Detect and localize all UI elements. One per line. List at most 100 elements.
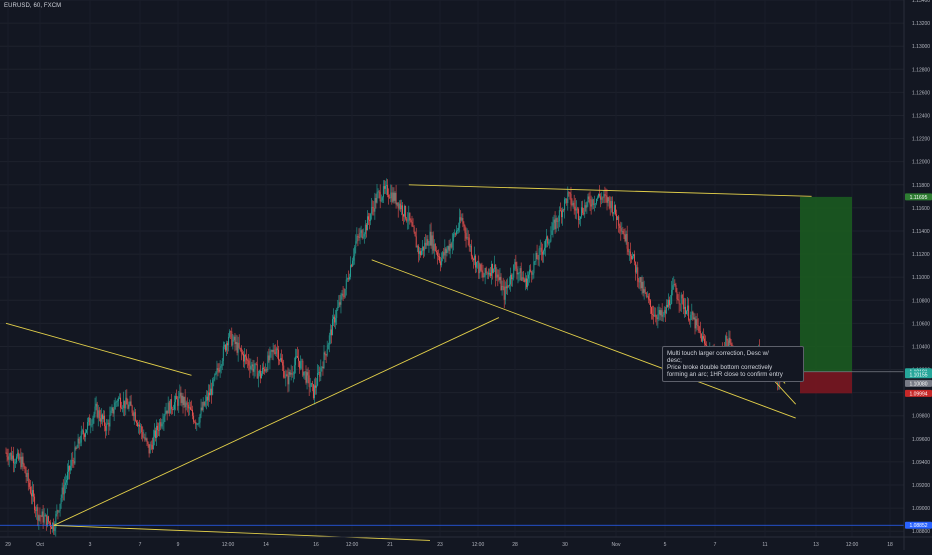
- candle-body: [594, 203, 596, 205]
- candle-body: [237, 342, 239, 353]
- candle-body: [586, 202, 588, 208]
- price-tick-label: 1.09200: [912, 483, 930, 489]
- candle-body: [380, 200, 382, 202]
- candle-body: [679, 303, 681, 305]
- candle-body: [334, 316, 336, 323]
- candle-body: [297, 356, 298, 358]
- candle-body: [507, 285, 509, 287]
- candle-body: [412, 226, 414, 227]
- candle-body: [620, 228, 622, 232]
- candle-body: [44, 514, 46, 517]
- candle-body: [655, 314, 657, 318]
- candle-body: [639, 277, 641, 283]
- candle-body: [568, 192, 570, 193]
- candle-body: [700, 333, 702, 342]
- candle-body: [337, 306, 339, 311]
- candle-body: [466, 237, 468, 239]
- long-position-tool[interactable]: [800, 196, 852, 394]
- candle-body: [527, 278, 528, 288]
- candle-body: [310, 383, 312, 387]
- candle-body: [454, 233, 456, 235]
- candle-body: [352, 260, 354, 267]
- candle-body: [682, 298, 684, 309]
- time-axis[interactable]: 29 Oct 3 7 9 12:00 14 16 12:00 21 23 12:00 28 30 Nov 5 7…: [0, 536, 932, 548]
- candle-body: [223, 345, 225, 347]
- candle-body: [28, 482, 30, 487]
- candle-body: [247, 360, 249, 361]
- candle-body: [565, 198, 567, 200]
- candle-body: [304, 371, 306, 373]
- candle-body: [333, 316, 334, 319]
- candle-body: [611, 201, 613, 214]
- note-line: forming an arc; 1HR close to confirm ent…: [667, 371, 783, 378]
- candle-body: [401, 205, 403, 215]
- candle-body: [106, 423, 108, 431]
- candle-body: [294, 356, 296, 366]
- candle-body: [630, 255, 632, 260]
- candle-body: [687, 305, 689, 311]
- candle-body: [517, 272, 519, 275]
- candle-body: [164, 413, 166, 417]
- candle-body: [241, 352, 243, 354]
- candle-body: [8, 455, 10, 460]
- candle-body: [421, 250, 422, 256]
- price-axis[interactable]: 1.13400 1.13200 1.13000 1.12800 1.12600 1.124…: [903, 0, 932, 550]
- candle-body: [451, 241, 453, 248]
- candle-body: [557, 221, 559, 222]
- candle-body: [39, 515, 41, 517]
- candle-body: [727, 340, 729, 349]
- candle-body: [144, 437, 146, 440]
- candle-body: [230, 331, 232, 332]
- candle-body: [515, 262, 517, 269]
- candle-body: [192, 409, 194, 416]
- candle-body: [370, 213, 372, 221]
- candle-body: [559, 210, 561, 211]
- candle-body: [235, 342, 237, 345]
- candle-body: [188, 407, 190, 409]
- candle-body: [287, 375, 289, 385]
- candle-body: [24, 466, 26, 474]
- candle-body: [68, 465, 69, 472]
- candle-body: [163, 416, 165, 423]
- candle-body: [336, 310, 338, 318]
- candle-body: [55, 514, 57, 529]
- candle-body: [251, 364, 253, 367]
- candle-body: [469, 245, 471, 247]
- candle-body: [680, 294, 682, 304]
- candle-body: [138, 424, 139, 427]
- candle-body: [646, 296, 648, 297]
- candle-body: [606, 195, 608, 203]
- candle-body: [690, 314, 692, 321]
- candle-body: [12, 455, 14, 464]
- note-annotation[interactable]: Multi touch larger correction, Desc w/ d…: [662, 346, 804, 382]
- candle-body: [110, 410, 112, 416]
- candle-body: [158, 430, 160, 431]
- candle-body: [42, 511, 44, 523]
- candle-body: [479, 264, 481, 274]
- candle-body: [5, 452, 7, 454]
- candle-body: [148, 444, 150, 454]
- candle-body: [564, 199, 566, 211]
- candle-body: [169, 399, 171, 414]
- candle-body: [204, 401, 206, 406]
- candle-body: [465, 232, 467, 239]
- candle-body: [292, 373, 294, 375]
- candle-body: [553, 219, 555, 223]
- candle-body: [117, 398, 119, 402]
- candle-body: [689, 319, 691, 321]
- candle-body: [546, 236, 548, 241]
- price-tick-label: 1.08800: [912, 529, 930, 535]
- candle-body: [528, 274, 530, 279]
- candle-body: [300, 361, 302, 369]
- candle-body: [54, 528, 56, 531]
- candle-body: [420, 251, 421, 256]
- candle-body: [445, 248, 447, 254]
- candle-body: [535, 252, 537, 262]
- candle-body: [385, 185, 386, 189]
- candle-body: [427, 239, 429, 246]
- candle-body: [394, 192, 396, 201]
- candle-body: [76, 447, 78, 449]
- candle-body: [456, 230, 457, 235]
